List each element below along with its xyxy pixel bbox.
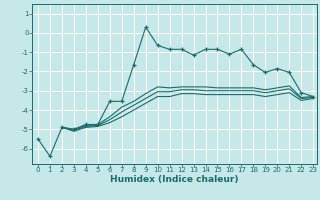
X-axis label: Humidex (Indice chaleur): Humidex (Indice chaleur) [110, 175, 239, 184]
